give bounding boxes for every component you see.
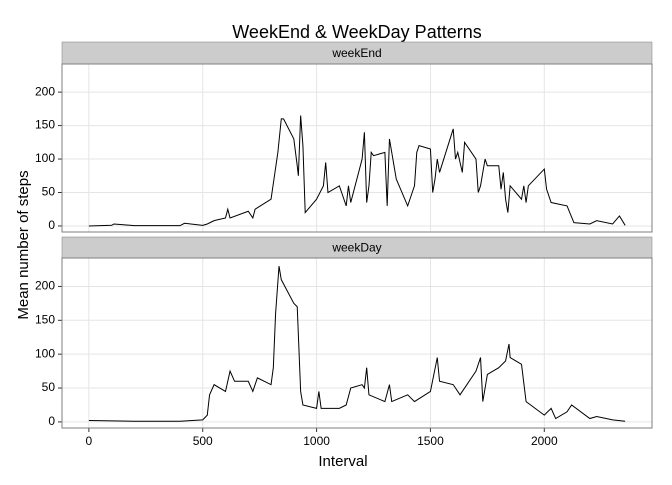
panel [62, 258, 652, 428]
y-tick-label: 150 [35, 118, 55, 132]
x-tick-label: 0 [86, 434, 93, 448]
x-axis-label: Interval [318, 453, 367, 470]
y-tick-label: 150 [35, 312, 55, 326]
y-tick-label: 100 [35, 151, 55, 165]
panel [62, 64, 652, 232]
strip-label: weekEnd [331, 46, 381, 60]
data-line [88, 266, 626, 422]
y-tick-label: 50 [42, 185, 56, 199]
x-tick-label: 1500 [417, 434, 444, 448]
y-tick-label: 100 [35, 346, 55, 360]
y-tick-label: 50 [42, 380, 56, 394]
panel-border [61, 63, 653, 233]
y-tick-label: 200 [35, 84, 55, 98]
x-tick-label: 500 [193, 434, 213, 448]
y-tick-label: 0 [48, 218, 55, 232]
strip-label: weekDay [331, 241, 381, 255]
x-tick-label: 1000 [303, 434, 330, 448]
y-axis-label: Mean number of steps [15, 170, 32, 319]
chart-title: WeekEnd & WeekDay Patterns [232, 22, 481, 42]
data-line [88, 115, 626, 227]
x-tick-label: 2000 [531, 434, 558, 448]
y-tick-label: 200 [35, 279, 55, 293]
panel-border [61, 257, 653, 429]
y-tick-label: 0 [48, 414, 55, 428]
